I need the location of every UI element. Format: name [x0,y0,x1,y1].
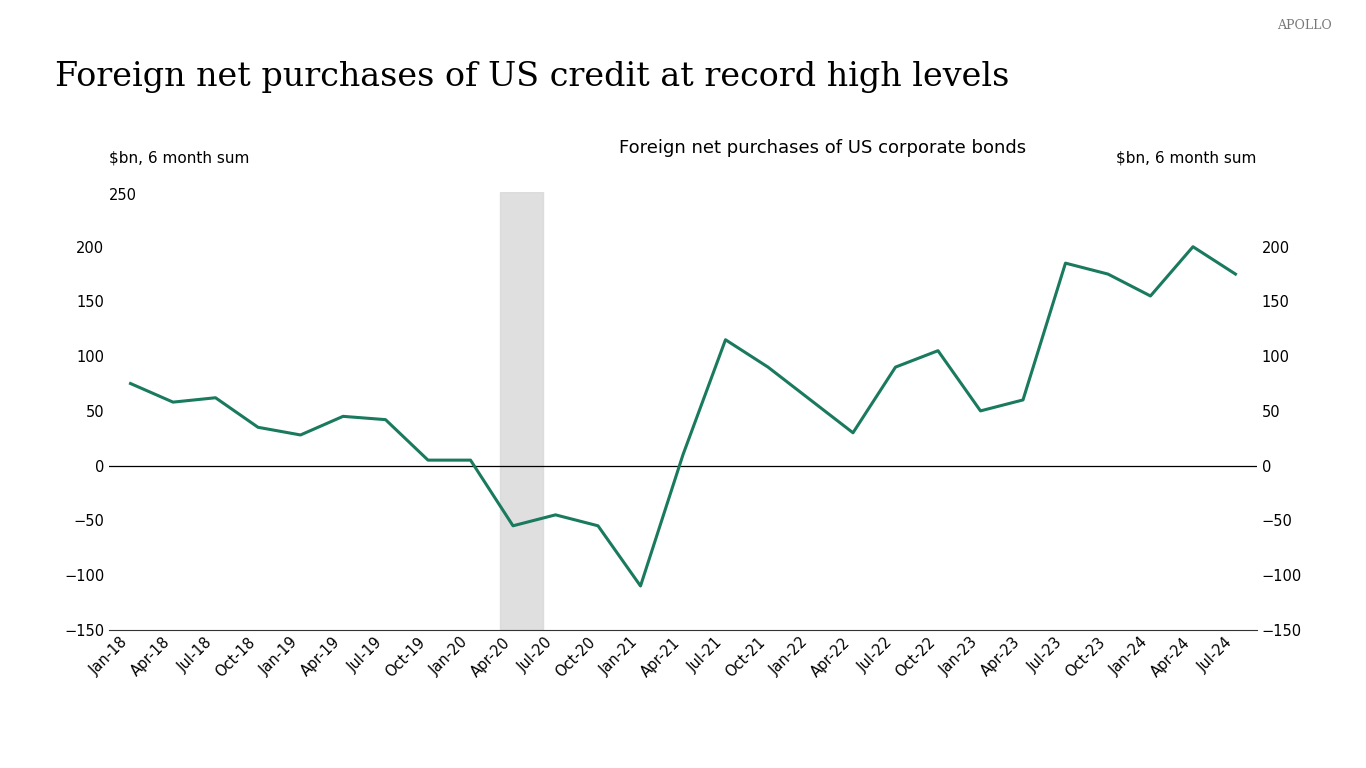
Text: 250: 250 [109,187,137,203]
Text: Foreign net purchases of US credit at record high levels: Foreign net purchases of US credit at re… [55,61,1009,94]
Text: Foreign net purchases of US corporate bonds: Foreign net purchases of US corporate bo… [619,139,1026,157]
Text: $bn, 6 month sum: $bn, 6 month sum [109,151,250,166]
Text: APOLLO: APOLLO [1277,19,1332,32]
Bar [500,192,542,630]
Text: $bn, 6 month sum: $bn, 6 month sum [1116,151,1257,166]
